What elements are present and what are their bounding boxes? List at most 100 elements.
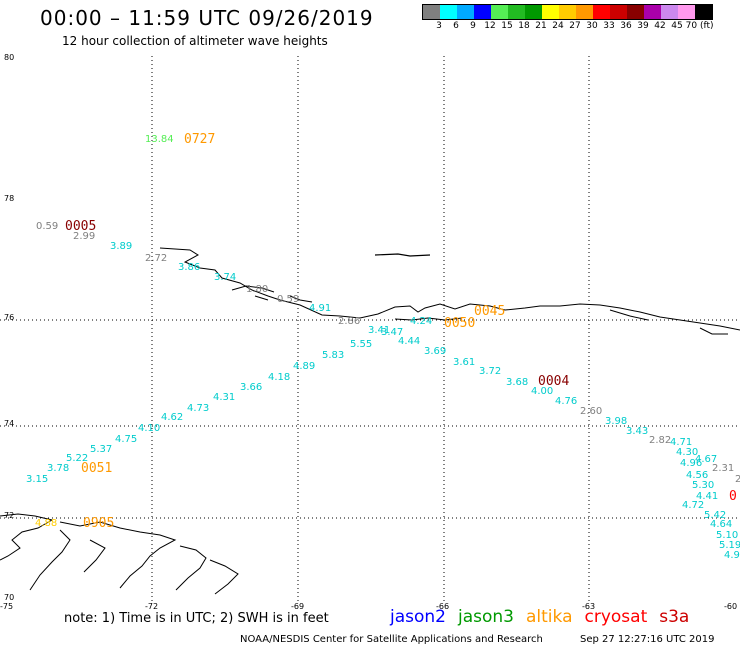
wave-height-value: 4.56 <box>686 470 708 481</box>
wave-height-value: 3.72 <box>479 366 501 377</box>
color-scale-label: 33 <box>603 21 615 31</box>
wave-height-value: 5.42 <box>704 510 726 521</box>
greenland-coast-inner <box>231 285 728 335</box>
color-swatch <box>508 5 525 19</box>
wave-height-value: 3.98 <box>605 416 627 427</box>
longitude-label: -66 <box>436 602 449 611</box>
wave-height-value: 2.60 <box>580 406 602 417</box>
pass-time-label: 0050 <box>444 316 475 331</box>
wave-height-value: 2.86 <box>338 316 360 327</box>
legend-entry-altika: altika <box>526 607 573 627</box>
legend-entry-cryosat: cryosat <box>584 607 648 627</box>
color-scale-label: 30 <box>586 21 598 31</box>
latitude-label: 74 <box>4 419 14 428</box>
longitude-label: -75 <box>0 602 13 611</box>
wave-height-value: 3.41 <box>368 325 390 336</box>
wave-height-value: 5.55 <box>350 339 372 350</box>
wave-height-value: 2.72 <box>145 253 167 264</box>
legend-entry-jason3: jason3 <box>458 607 514 627</box>
latitude-label: 76 <box>4 313 14 322</box>
pass-time-label: 0 <box>729 489 737 504</box>
wave-height-value: 4.91 <box>309 303 331 314</box>
page-title: 00:00 – 11:59 UTC 09/26/2019 <box>40 6 374 30</box>
wave-height-value: 3.78 <box>47 463 69 474</box>
wave-height-value: 0.59 <box>277 294 299 305</box>
color-swatch <box>610 5 627 19</box>
wave-height-value: 4.96 <box>680 458 702 469</box>
wave-height-value: 4.9 <box>724 550 740 561</box>
wave-height-value: 0.59 <box>36 221 58 232</box>
latitude-label: 80 <box>4 53 14 62</box>
color-swatch <box>457 5 474 19</box>
wave-height-value: 3.43 <box>626 426 648 437</box>
footer-timestamp: Sep 27 12:27:16 UTC 2019 <box>580 634 715 645</box>
pass-time-label: 0051 <box>81 461 112 476</box>
wave-height-value: 5.19 <box>719 540 740 551</box>
pass-time-label: 0045 <box>474 304 505 319</box>
color-scale-legend: 3 6 9 12 15 18 21 24 27 30 33 36 39 42 45 70 (ft) <box>422 4 714 32</box>
color-swatch <box>695 5 712 19</box>
color-swatch <box>491 5 508 19</box>
color-swatch <box>423 5 440 19</box>
color-scale-label: 36 <box>620 21 632 31</box>
color-swatch <box>593 5 610 19</box>
color-scale-label: 18 <box>518 21 530 31</box>
color-scale-label: 3 <box>436 21 442 31</box>
color-scale-label: 27 <box>569 21 581 31</box>
baffin-coast <box>0 513 239 595</box>
legend-entry-jason2: jason2 <box>390 607 446 627</box>
wave-height-value: 2 <box>735 474 740 485</box>
pass-time-label: 0005 <box>65 219 96 234</box>
wave-height-value: 4.89 <box>293 361 315 372</box>
wave-height-value: 3.69 <box>424 346 446 357</box>
wave-height-value: 3.66 <box>240 382 262 393</box>
wave-height-value: 4.76 <box>555 396 577 407</box>
longitude-labels: -75 -72 -69 -66 -63 -60 <box>0 602 737 611</box>
page-subtitle: 12 hour collection of altimeter wave hei… <box>62 34 328 48</box>
color-scale-label: 21 <box>535 21 547 31</box>
wave-height-value: 5.22 <box>66 453 88 464</box>
wave-height-value: 1.80 <box>246 284 268 295</box>
greenland-coast-north <box>159 247 740 331</box>
wave-height-value: 5.10 <box>716 530 738 541</box>
wave-height-value: 4.00 <box>531 386 553 397</box>
wave-height-value: 3.15 <box>26 474 48 485</box>
units-note: note: 1) Time is in UTC; 2) SWH is in fe… <box>64 611 329 626</box>
footer-credit: NOAA/NESDIS Center for Satellite Applica… <box>240 634 543 645</box>
color-scale-label: 9 <box>470 21 476 31</box>
legend-entry-s3a: s3a <box>659 607 690 627</box>
wave-height-value: 4.64 <box>710 519 732 530</box>
wave-height-value: 2.31 <box>712 463 734 474</box>
satellite-legend: jason2 jason3 altika cryosat s3a <box>390 607 701 627</box>
wave-height-value: 2.99 <box>73 231 95 242</box>
color-swatch <box>440 5 457 19</box>
wave-height-value: 5.83 <box>322 350 344 361</box>
wave-height-value: 4.62 <box>161 412 183 423</box>
pass-time-label: 0004 <box>538 374 569 389</box>
wave-height-value: 4.72 <box>682 500 704 511</box>
wave-height-value: 3.89 <box>110 241 132 252</box>
color-scale-label: 70 (ft) <box>685 21 714 31</box>
wave-height-value: 3.47 <box>381 327 403 338</box>
color-swatch <box>627 5 644 19</box>
wave-height-value: 3.61 <box>453 357 475 368</box>
map-grid <box>0 56 740 604</box>
wave-height-value: 4.71 <box>670 437 692 448</box>
color-scale-label: 12 <box>484 21 496 31</box>
wave-height-value: 2.82 <box>649 435 671 446</box>
wave-height-value: 5.37 <box>90 444 112 455</box>
color-swatch <box>474 5 491 19</box>
wave-height-value: 4.67 <box>695 454 717 465</box>
color-swatch <box>644 5 661 19</box>
wave-height-value: 4.73 <box>187 403 209 414</box>
color-scale-label: 45 <box>671 21 683 31</box>
wave-height-value: 4.24 <box>410 316 432 327</box>
wave-height-value: 3.74 <box>214 272 236 283</box>
color-scale-swatches <box>422 4 713 20</box>
longitude-label: -72 <box>145 602 158 611</box>
wave-height-value: 3.86 <box>178 262 200 273</box>
latitude-label: 78 <box>4 194 14 203</box>
longitude-label: -60 <box>724 602 737 611</box>
